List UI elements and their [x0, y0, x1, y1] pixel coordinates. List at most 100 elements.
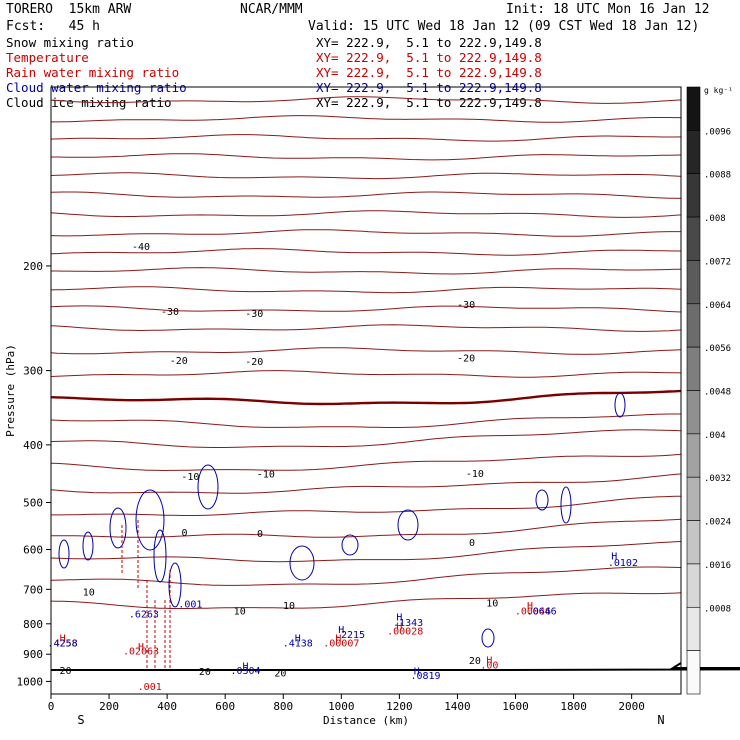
extrema-label: H [396, 612, 402, 623]
temperature-contour [50, 324, 682, 332]
extrema-label: H [414, 666, 420, 677]
temperature-contour [50, 592, 682, 609]
colorbar-cell [686, 433, 701, 478]
x-tick-label: 400 [157, 700, 177, 713]
cloud-water-contour [82, 531, 94, 561]
cloud-water-contour [289, 545, 315, 581]
extrema-label: H [611, 551, 617, 562]
x-tick-label: 0 [48, 700, 55, 713]
temperature-contour [50, 286, 682, 294]
temperature-label: -20 [245, 357, 263, 368]
extrema-label: .00046 [515, 607, 551, 618]
colorbar-cell [686, 606, 701, 651]
temperature-contour [51, 153, 682, 161]
temperature-contour [50, 210, 682, 218]
temperature-contour [50, 134, 682, 142]
colorbar-cell [686, 346, 701, 391]
extrema-label: .00 [480, 661, 498, 672]
extrema-label: .0819 [410, 671, 440, 682]
colorbar-label: .008 [704, 214, 726, 224]
extrema-label: .1343 [393, 618, 423, 629]
temperature-label: -30 [245, 309, 263, 320]
temperature-label: -20 [170, 356, 188, 367]
y-tick-label: 200 [23, 260, 43, 273]
y-tick-label: 700 [23, 583, 43, 596]
temperature-contour [50, 96, 682, 104]
temperature-contour [50, 413, 681, 428]
x-tick-label: 2000 [618, 700, 645, 713]
cloud-water-contour [535, 489, 549, 511]
south-label: S [77, 713, 84, 727]
temperature-label: -10 [466, 469, 484, 480]
extrema-label: H [338, 625, 344, 636]
valid-time: Valid: 15 UTC Wed 18 Jan 12 (09 CST Wed … [308, 19, 700, 34]
cloud-water-contour [153, 529, 167, 583]
extrema-label: .0646 [527, 607, 557, 618]
extrema-label: H [60, 633, 66, 644]
extrema-label: H [295, 633, 301, 644]
temperature-contour [50, 370, 682, 378]
temperature-contour [50, 541, 682, 563]
x-axis-label: Distance (km) [323, 714, 409, 727]
colorbar-cell [686, 650, 701, 695]
colorbar-cell [686, 86, 701, 131]
colorbar-label: .0072 [704, 257, 731, 267]
temperature-contour [50, 172, 682, 180]
temperature-label: -40 [132, 242, 150, 253]
temperature-label: 10 [83, 588, 95, 599]
temperature-label: 20 [199, 667, 211, 678]
colorbar-cell [686, 303, 701, 348]
extrema-label: H [527, 601, 533, 612]
legend-rain-xy: XY= 222.9, 5.1 to 222.9,149.8 [316, 65, 542, 80]
extrema-label: .00028 [387, 626, 423, 637]
cloud-water-contour [168, 562, 182, 608]
temperature-label: -30 [161, 307, 179, 318]
y-tick-label: 300 [23, 365, 43, 378]
colorbar-label: .004 [704, 431, 726, 441]
extrema-label: .4138 [283, 638, 313, 649]
x-tick-label: 800 [273, 700, 293, 713]
colorbar-cell [686, 130, 701, 175]
y-tick-label: 1000 [17, 675, 44, 688]
north-label: N [657, 713, 664, 727]
colorbar-cell [686, 520, 701, 565]
cloud-water-contour [560, 486, 572, 524]
temperature-label: 0 [469, 538, 475, 549]
temperature-contour [50, 566, 682, 586]
extrema-label: .02063 [123, 647, 159, 658]
temperature-contour [50, 305, 682, 313]
temperature-contour [50, 473, 682, 494]
temperature-contour [50, 229, 681, 237]
cloud-water-contour [397, 509, 419, 541]
legend-temperature-xy: XY= 222.9, 5.1 to 222.9,149.8 [316, 50, 542, 65]
cloud-water-contour [197, 464, 219, 510]
x-tick-label: 200 [99, 700, 119, 713]
surface-line [51, 662, 740, 671]
temperature-label: 20 [59, 666, 71, 677]
center-title: NCAR/MMM [240, 2, 303, 17]
colorbar-label: .0008 [704, 604, 731, 614]
temperature-contour [51, 115, 681, 123]
extrema-label: .4258 [48, 638, 78, 649]
temperature-label: 20 [274, 669, 286, 680]
temperature-contour [50, 347, 682, 355]
colorbar-label: .0088 [704, 171, 731, 181]
y-tick-label: 500 [23, 496, 43, 509]
colorbar-cell [686, 563, 701, 608]
extrema-label: H [486, 655, 492, 666]
temperature-contour [50, 191, 682, 199]
colorbar-cell [686, 260, 701, 305]
temperature-label: 10 [283, 601, 295, 612]
temperature-contour [51, 495, 682, 516]
extrema-label: .2215 [335, 630, 365, 641]
temperature-label: -10 [257, 470, 275, 481]
extrema-label: H [138, 642, 144, 653]
extrema-label: H [335, 633, 341, 644]
temperature-contour [50, 248, 681, 256]
y-axis-label: Pressure (hPa) [4, 344, 17, 437]
colorbar-label: .0096 [704, 127, 731, 137]
y-tick-label: 800 [23, 618, 43, 631]
colorbar-cell [686, 476, 701, 521]
forecast-hour: Fcst: 45 h [6, 19, 100, 34]
